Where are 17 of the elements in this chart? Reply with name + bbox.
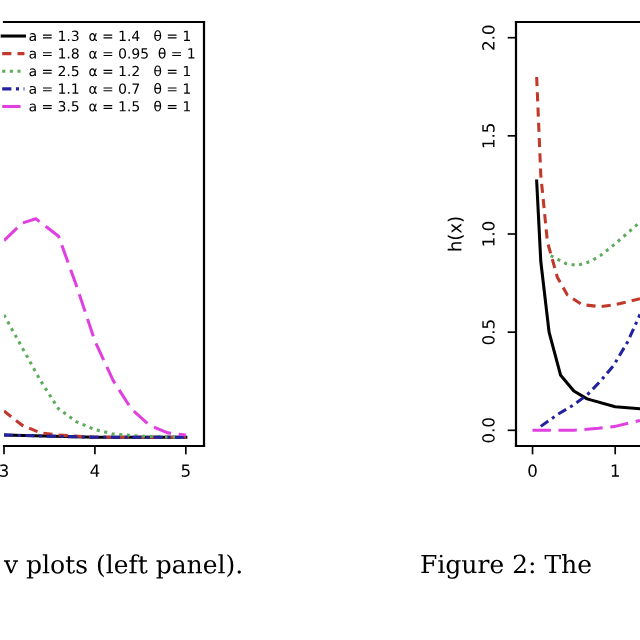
line-series <box>535 75 640 309</box>
line-series <box>539 312 640 428</box>
x-tick-label: 0 <box>528 464 537 477</box>
x-tick-label: 4 <box>90 464 100 477</box>
caption: Figure 2: The <box>421 554 591 579</box>
line-series <box>549 220 640 267</box>
y-tick-label: 2.0 <box>482 25 495 50</box>
y-tick-label: 1.5 <box>482 124 495 148</box>
x-tick-label: 1 <box>611 464 619 477</box>
y-tick-label: 1.0 <box>482 221 495 246</box>
y-tick-label: 0.0 <box>482 418 495 443</box>
text: v plots (left panel). <box>3 554 241 579</box>
x-tick-label: 5 <box>181 464 190 477</box>
x-tick-label: 3 <box>0 464 8 477</box>
y-tick-label: 0.5 <box>482 320 495 345</box>
y-axis-title: h(x) <box>447 217 464 251</box>
line-series <box>535 179 640 411</box>
